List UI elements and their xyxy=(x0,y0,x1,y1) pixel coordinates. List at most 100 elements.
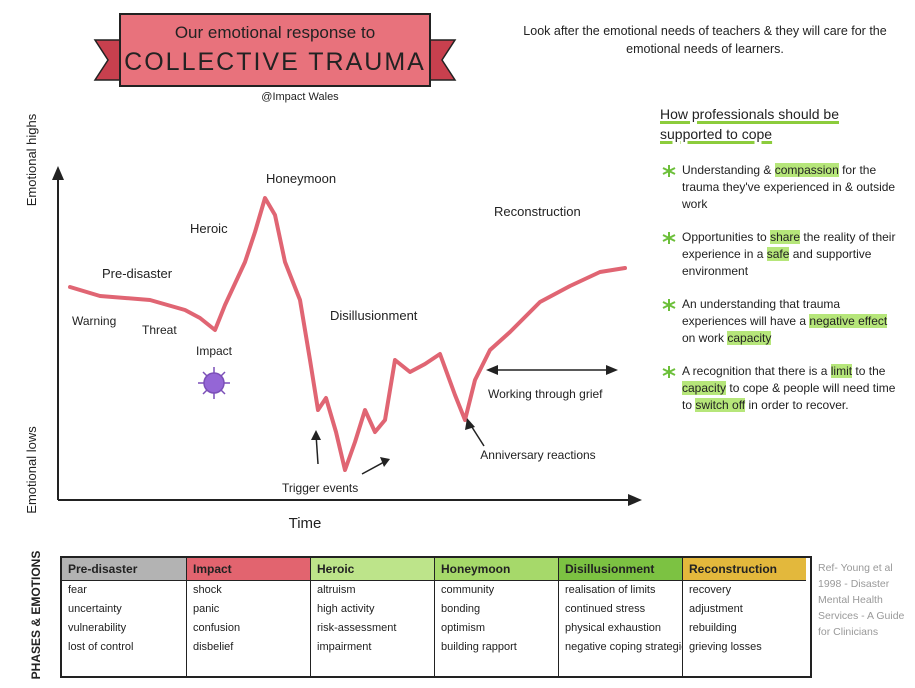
arrow-head xyxy=(628,494,642,506)
emotion: community xyxy=(441,584,495,596)
support-point: Opportunities to share the reality of th… xyxy=(660,229,900,280)
stage-label: Honeymoon xyxy=(266,171,336,186)
side-label: PHASES & EMOTIONS xyxy=(29,551,43,680)
highlight-text: share xyxy=(770,230,801,244)
phase-column: Pre-disaster fear uncertainty vulnerability… xyxy=(62,558,186,676)
phase-header: Impact xyxy=(187,558,310,581)
arrow-head xyxy=(380,457,390,467)
emotion: disbelief xyxy=(193,641,234,653)
stage-label: Reconstruction xyxy=(494,204,581,219)
arrow-head xyxy=(311,430,321,440)
phase-header: Reconstruction xyxy=(683,558,806,581)
emotion: fear xyxy=(68,584,87,596)
y-axis-high: Emotional highs xyxy=(24,113,39,206)
point-text: the reality of their experience in a xyxy=(682,230,896,261)
pointer-arrow xyxy=(361,461,385,475)
point-text: Understanding & xyxy=(682,163,775,177)
point-text: to the xyxy=(852,364,886,378)
phase-table: Pre-disaster fear uncertainty vulnerability… xyxy=(60,556,812,678)
phase-column: Disillusionment realisation of limits cont… xyxy=(558,558,682,676)
handle: @Impact Wales xyxy=(261,91,339,103)
stage-label: Anniversary reactions xyxy=(480,448,596,462)
y-axis-low: Emotional lows xyxy=(24,426,39,514)
emotion: risk-assessment xyxy=(317,622,397,634)
highlight-text: safe xyxy=(766,247,790,261)
emotion: realisation of limits xyxy=(565,584,656,596)
virus-icon xyxy=(198,367,230,399)
bullet-icon xyxy=(662,232,676,244)
point-text: in order to recover. xyxy=(745,398,849,412)
phase-header: Disillusionment xyxy=(559,558,682,581)
stage-label: Pre-disaster xyxy=(102,266,173,281)
point-text: for the trauma they've experienced in & … xyxy=(682,163,896,211)
title-line: Our emotional response to xyxy=(175,23,375,42)
highlight-text: capacity xyxy=(682,381,727,395)
emotion-curve xyxy=(68,196,627,472)
stage-label: Working through grief xyxy=(488,387,603,401)
stage-label: Trigger events xyxy=(282,481,358,495)
phase-header: Honeymoon xyxy=(435,558,558,581)
arrow-head xyxy=(465,418,475,430)
emotion: optimism xyxy=(441,622,486,634)
stage-label: Threat xyxy=(142,323,177,337)
point-text: An understanding that trauma experiences… xyxy=(682,297,841,328)
arrow-head xyxy=(52,166,64,180)
emotion: shock xyxy=(193,584,222,596)
emotion: altruism xyxy=(317,584,356,596)
highlight-text: negative effect xyxy=(809,314,888,328)
emotion: building rapport xyxy=(441,641,517,653)
emotion: recovery xyxy=(689,584,732,596)
highlight-text: capacity xyxy=(727,331,772,345)
bullet-icon xyxy=(662,165,676,177)
emotion: impairment xyxy=(317,641,372,653)
banner xyxy=(119,13,431,87)
emotion: vulnerability xyxy=(68,622,127,634)
support-panel: How professionals should be supported to… xyxy=(660,104,900,430)
point-text: Opportunities to xyxy=(682,230,771,244)
point-text: on work xyxy=(682,331,728,345)
highlight-text: limit xyxy=(830,364,853,378)
phase-column: Impact shock panic confusion disbelief xyxy=(186,558,310,676)
emotion: grieving losses xyxy=(689,641,762,653)
phase-header: Pre-disaster xyxy=(62,558,186,581)
stage-label: Impact xyxy=(196,344,233,358)
emotion: confusion xyxy=(193,622,241,634)
point-text: A recognition that there is a xyxy=(682,364,831,378)
emotion: rebuilding xyxy=(689,622,737,634)
reference: Ref- Young et al 1998 - Disaster Mental … xyxy=(818,562,905,638)
bullet-icon xyxy=(662,366,676,378)
support-points: Understanding & compassion for the traum… xyxy=(660,162,900,414)
title-main: COLLECTIVE TRAUMA xyxy=(124,48,426,76)
arrow-head xyxy=(486,365,498,375)
stage-label: Disillusionment xyxy=(330,308,418,323)
emotion: adjustment xyxy=(689,603,743,615)
phase-column: Reconstruction recovery adjustment rebuildi… xyxy=(682,558,806,676)
emotion: lost of control xyxy=(68,641,134,653)
label-box: Anniversary reactions xyxy=(480,448,596,462)
emotion: high activity xyxy=(317,603,375,615)
quote: Look after the emotional needs of teache… xyxy=(523,24,887,56)
bullet-icon xyxy=(662,299,676,311)
emotion: physical exhaustion xyxy=(565,622,662,634)
support-point: An understanding that trauma experiences… xyxy=(660,296,900,347)
emotion: panic xyxy=(193,603,220,615)
support-point: A recognition that there is a limit to t… xyxy=(660,363,900,414)
highlight-text: switch off xyxy=(695,398,746,412)
point-text: to cope & people will need time to xyxy=(682,381,896,412)
support-point: Understanding & compassion for the traum… xyxy=(660,162,900,213)
x-axis-label: Time xyxy=(289,515,322,532)
arrow-head xyxy=(606,365,618,375)
emotion: continued stress xyxy=(565,603,646,615)
phase-column: Honeymoon community bonding optimism buildin… xyxy=(434,558,558,676)
emotion: uncertainty xyxy=(68,603,122,615)
highlight-text: compassion xyxy=(774,163,839,177)
stage-label: Warning xyxy=(72,314,116,328)
phase-column: Heroic altruism high activity risk-assessme… xyxy=(310,558,434,676)
emotion: negative coping strategies xyxy=(565,641,682,653)
phase-header: Heroic xyxy=(311,558,434,581)
emotion: bonding xyxy=(441,603,481,615)
point-text: and supportive environment xyxy=(682,247,872,278)
stage-label: Heroic xyxy=(190,221,228,236)
